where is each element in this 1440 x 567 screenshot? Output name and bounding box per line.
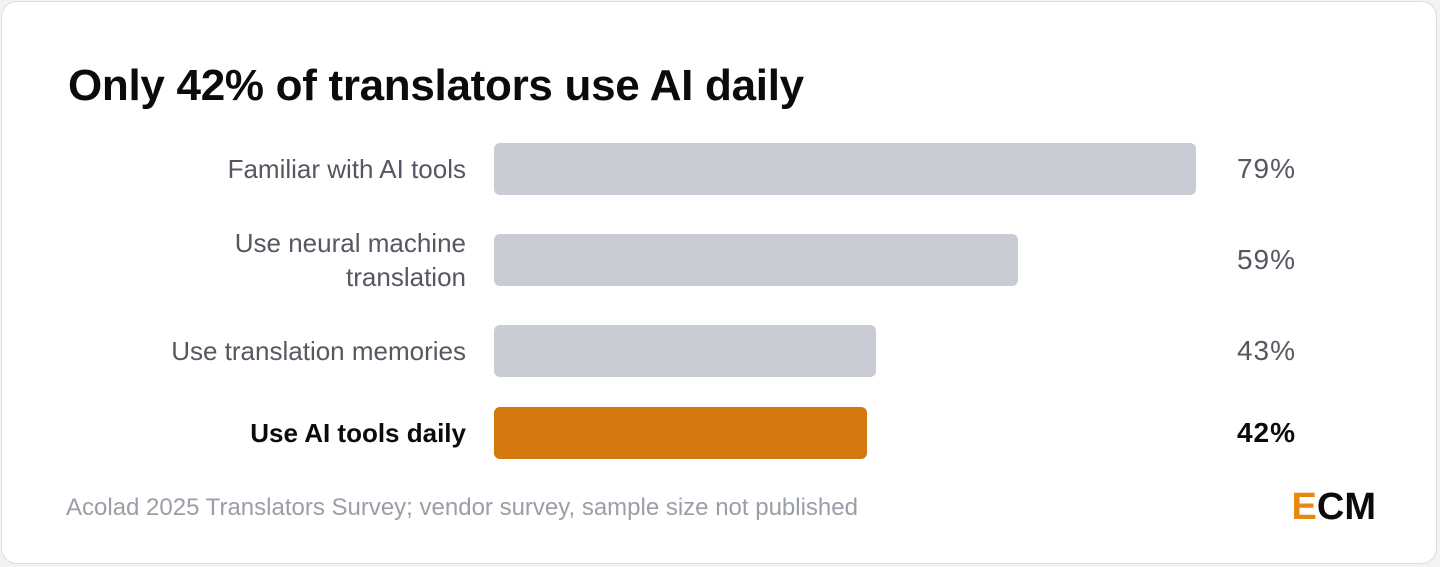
bar: [494, 325, 876, 377]
value-label: 42%: [1236, 417, 1296, 448]
category-label-text: Use AI tools daily: [250, 418, 466, 448]
value-label: 79%: [1236, 153, 1296, 184]
logo-letter-e: E: [1291, 486, 1317, 528]
bar: [494, 407, 867, 459]
value-label: 59%: [1236, 244, 1296, 275]
category-label: Familiar with AI tools: [66, 143, 466, 195]
chart-title: Only 42% of translators use AI daily: [68, 61, 804, 110]
category-label: Use neural machine translation: [66, 228, 466, 292]
bar: [494, 234, 1018, 286]
bar-row: Use neural machine translation 59%: [0, 228, 1440, 292]
bar-row: Use AI tools daily 42%: [0, 407, 1440, 459]
category-label-text: Familiar with AI tools: [227, 154, 466, 184]
category-label: Use translation memories: [66, 325, 466, 377]
category-label-text: Use neural machine translation: [234, 228, 466, 292]
source-note: Acolad 2025 Translators Survey; vendor s…: [66, 494, 858, 521]
logo-letters-cm: CM: [1316, 486, 1376, 528]
bar-row: Familiar with AI tools 79%: [0, 143, 1440, 195]
value-label: 43%: [1236, 335, 1296, 366]
bar: [494, 143, 1196, 195]
bar-row: Use translation memories 43%: [0, 325, 1440, 377]
bar-chart: Familiar with AI tools 79% Use neural mach…: [0, 143, 1440, 459]
category-label: Use AI tools daily: [66, 407, 466, 459]
ecm-logo: ECM: [1292, 486, 1376, 529]
category-label-text: Use translation memories: [171, 336, 466, 366]
